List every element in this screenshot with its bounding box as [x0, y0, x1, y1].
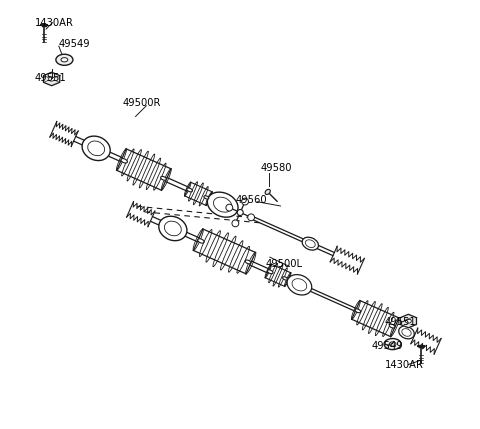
Ellipse shape	[48, 77, 55, 81]
Ellipse shape	[198, 239, 204, 243]
Text: 49500L: 49500L	[265, 259, 302, 269]
Ellipse shape	[161, 176, 166, 180]
Ellipse shape	[384, 338, 401, 350]
Text: 1430AR: 1430AR	[385, 360, 424, 369]
Text: 1430AR: 1430AR	[35, 18, 73, 28]
Ellipse shape	[207, 192, 238, 217]
Text: 49560: 49560	[236, 195, 267, 205]
Ellipse shape	[355, 309, 360, 313]
Ellipse shape	[265, 189, 270, 194]
Ellipse shape	[399, 326, 414, 339]
Ellipse shape	[248, 214, 254, 221]
Ellipse shape	[302, 237, 318, 250]
Ellipse shape	[406, 319, 411, 323]
Ellipse shape	[402, 329, 411, 336]
Ellipse shape	[165, 221, 181, 236]
Ellipse shape	[204, 196, 209, 199]
Ellipse shape	[187, 188, 192, 192]
Polygon shape	[44, 72, 60, 86]
Ellipse shape	[61, 57, 68, 62]
Ellipse shape	[241, 198, 249, 205]
Text: 49580: 49580	[261, 163, 292, 173]
Ellipse shape	[305, 240, 315, 248]
Ellipse shape	[389, 342, 396, 346]
Ellipse shape	[389, 324, 395, 328]
Ellipse shape	[283, 277, 288, 280]
Ellipse shape	[232, 220, 239, 227]
Ellipse shape	[292, 279, 307, 291]
Ellipse shape	[287, 275, 312, 295]
Text: 49500R: 49500R	[123, 98, 161, 108]
Ellipse shape	[237, 209, 243, 215]
Ellipse shape	[159, 216, 187, 241]
Text: 49551: 49551	[35, 73, 66, 83]
Ellipse shape	[88, 141, 105, 156]
Ellipse shape	[121, 159, 127, 163]
Ellipse shape	[56, 54, 73, 65]
Ellipse shape	[82, 136, 110, 160]
Text: 49549: 49549	[371, 341, 403, 351]
Polygon shape	[400, 314, 417, 328]
Text: 49549: 49549	[59, 39, 91, 49]
Ellipse shape	[214, 197, 232, 212]
Text: 49551: 49551	[384, 317, 416, 327]
Ellipse shape	[267, 270, 273, 274]
Ellipse shape	[226, 204, 233, 211]
Ellipse shape	[245, 260, 251, 264]
